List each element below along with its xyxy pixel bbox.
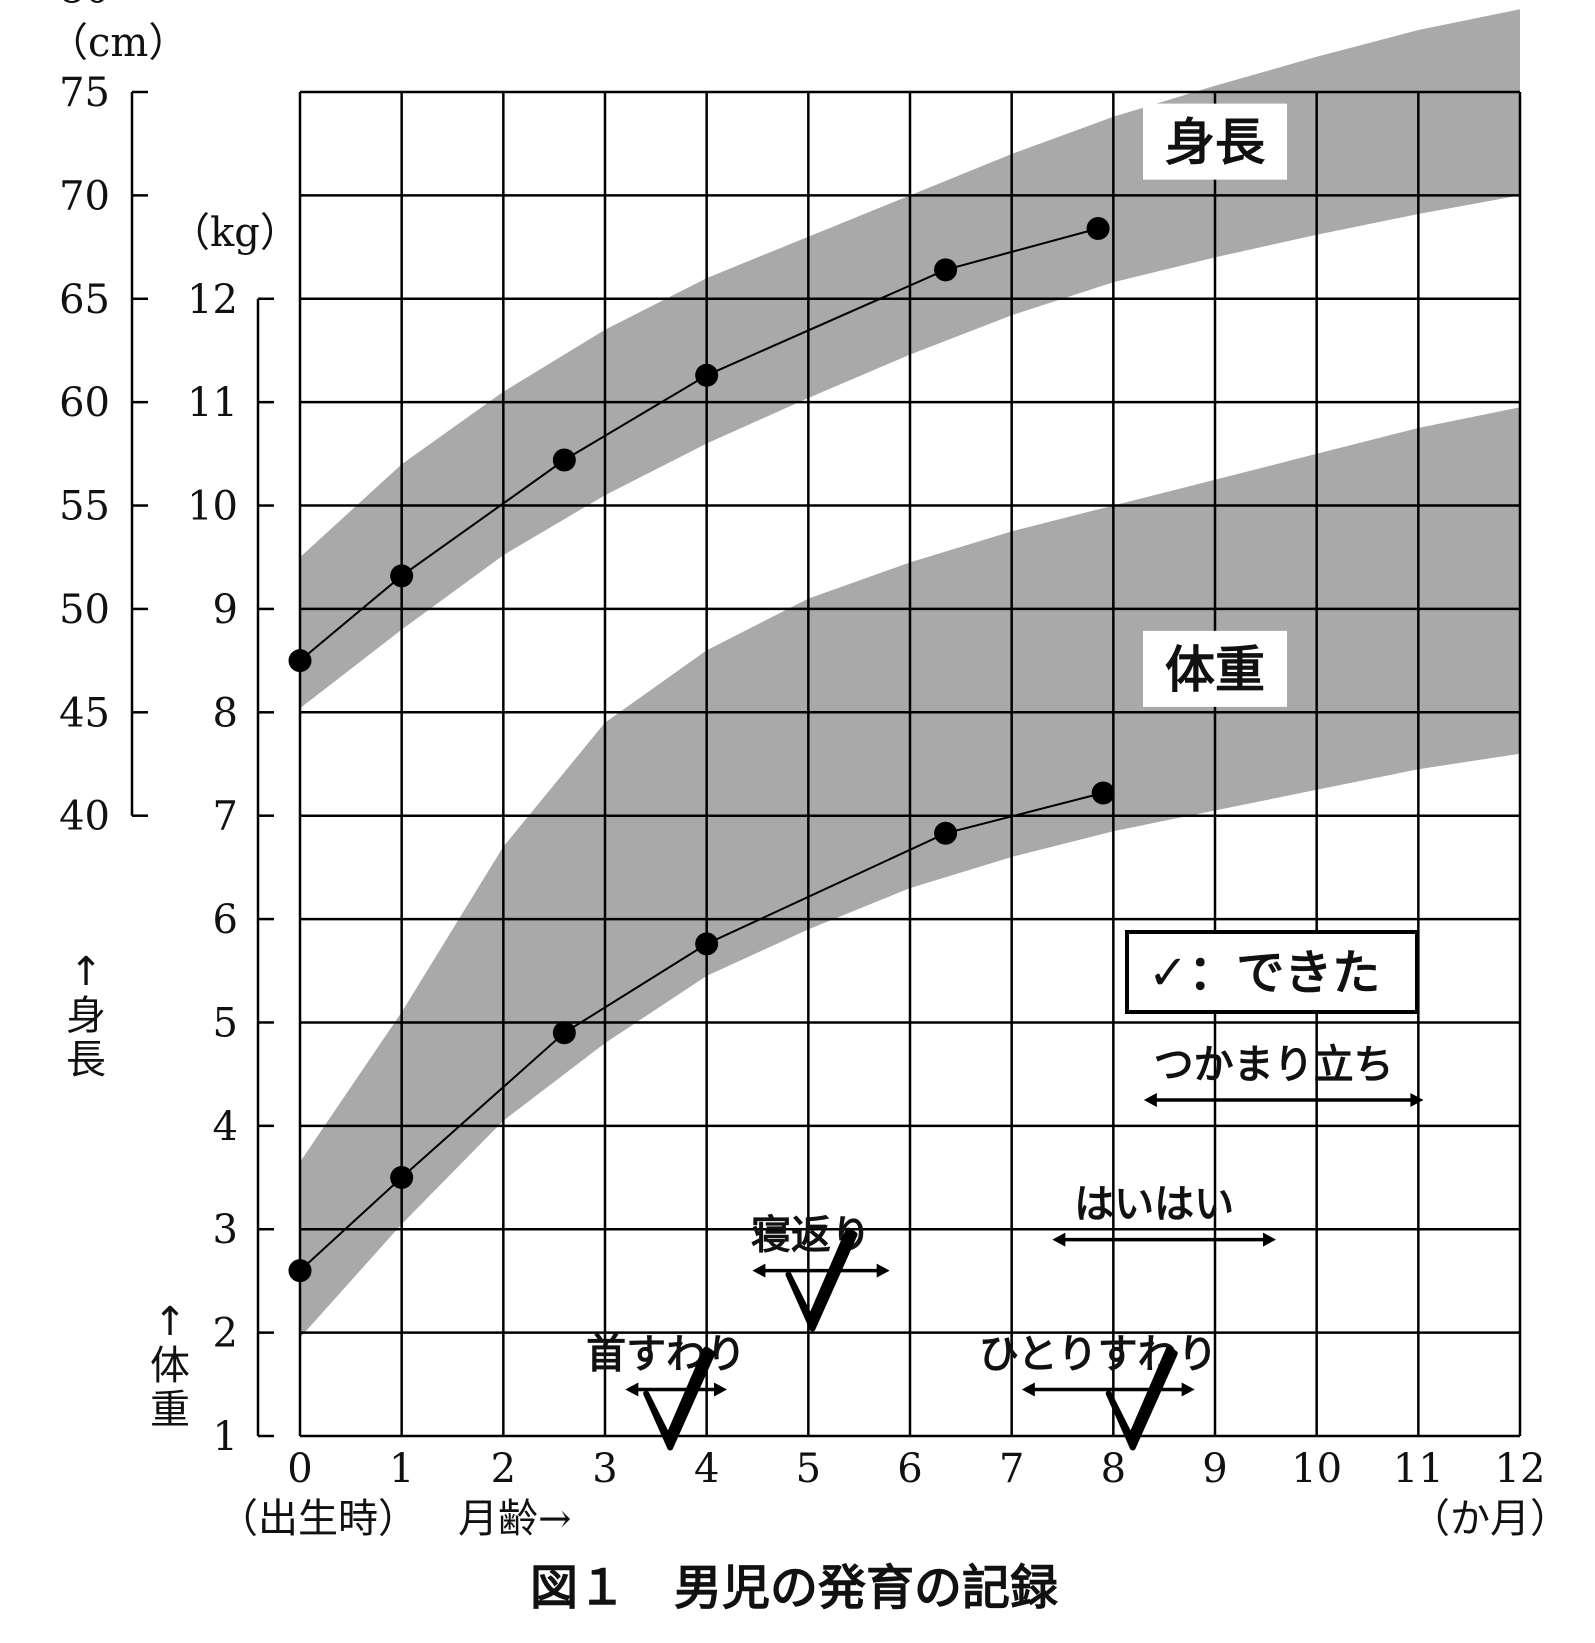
weight-tick-label: 7: [213, 794, 238, 840]
weight-unit: （kg）: [170, 210, 300, 256]
height-tick-label: 60: [59, 380, 110, 426]
weight-tick-label: 11: [187, 380, 238, 426]
arrow-head: [1021, 1382, 1035, 1397]
milestone: はいはい: [1052, 1182, 1276, 1247]
height-tick-label: 70: [59, 173, 110, 219]
band-label-box: [1143, 103, 1287, 180]
x-tick-label: 5: [796, 1446, 821, 1492]
weight-tick-label: 9: [213, 587, 238, 633]
height-tick-label: 55: [59, 484, 110, 530]
weight-axis-label-char: 重: [150, 1387, 190, 1433]
height-tick-label: 40: [59, 794, 110, 840]
x-tick-label: 3: [592, 1446, 617, 1492]
legend: ✓：できた: [1125, 930, 1419, 1014]
x-tick-label: 6: [897, 1446, 922, 1492]
x-tick-label: 12: [1495, 1446, 1546, 1492]
data-point-height: [934, 258, 958, 282]
arrow-head: [714, 1382, 727, 1397]
data-point-weight: [1091, 781, 1115, 805]
height-tick-label: 50: [59, 587, 110, 633]
height-axis-label-char: 身: [66, 993, 106, 1039]
data-point-height: [552, 448, 576, 472]
x-tick-label: 0: [287, 1446, 312, 1492]
data-point-weight: [552, 1021, 576, 1045]
birth-label: （出生時）: [218, 1496, 418, 1542]
weight-tick-label: 5: [213, 1000, 238, 1046]
arrow-head: [1052, 1232, 1066, 1247]
height-tick-label: 75: [59, 70, 110, 116]
weight-axis-label: ↑体重: [150, 1299, 190, 1433]
data-point-weight: [934, 821, 958, 845]
milestone: つかまり立ち: [1143, 1042, 1424, 1107]
weight-tick-label: 2: [213, 1311, 238, 1357]
arrow-head: [1410, 1093, 1424, 1107]
weight-tick-label: 4: [213, 1104, 238, 1150]
x-axis-label: 月齢→: [458, 1496, 572, 1542]
data-point-weight: [288, 1259, 312, 1283]
weight-axis-label-char: ↑: [153, 1299, 187, 1345]
weight-axis-label-char: 体: [150, 1343, 190, 1389]
arrow-head: [876, 1263, 890, 1278]
band-label: 身長: [1165, 114, 1266, 172]
arrow-head: [625, 1382, 639, 1397]
height-axis-label-char: ↑: [69, 949, 103, 995]
arrow-head: [752, 1263, 766, 1278]
milestone-label: はいはい: [1074, 1182, 1234, 1228]
x-tick-label: 8: [1101, 1446, 1126, 1492]
weight-tick-label: 10: [187, 484, 238, 530]
height-axis-label-char: 長: [66, 1037, 106, 1083]
x-tick-label: 9: [1202, 1446, 1227, 1492]
month-unit: （か月）: [1410, 1496, 1570, 1542]
grid-lines: [298, 90, 1522, 1438]
arrow-head: [1263, 1232, 1276, 1247]
x-tick-label: 7: [999, 1446, 1024, 1492]
milestone-label: つかまり立ち: [1154, 1042, 1394, 1088]
height-tick-label: 80: [59, 0, 110, 13]
weight-tick-label: 1: [213, 1414, 238, 1460]
weight-tick-label: 12: [187, 277, 238, 323]
x-tick-label: 10: [1291, 1446, 1342, 1492]
data-point-weight: [695, 932, 719, 956]
check-mark: [1105, 1346, 1178, 1451]
milestone: ひとりすわり: [979, 1331, 1218, 1451]
weight-tick-label: 3: [213, 1207, 238, 1253]
height-axis-label: ↑身長: [66, 949, 106, 1083]
height-tick-label: 65: [59, 277, 110, 323]
milestone-label: ひとりすわり: [979, 1331, 1218, 1377]
arrow-head: [1143, 1093, 1157, 1107]
height-unit: （cm）: [48, 20, 188, 66]
band-label-box: [1143, 630, 1287, 707]
milestone: 首すわり: [586, 1331, 746, 1451]
legend-text: ✓：できた: [1148, 945, 1380, 1001]
milestone-label: 首すわり: [586, 1331, 746, 1377]
x-tick-label: 4: [694, 1446, 719, 1492]
x-tick-label: 1: [389, 1446, 414, 1492]
band-label: 体重: [1165, 641, 1265, 699]
data-point-height: [695, 363, 719, 387]
data-series: [288, 216, 1115, 1283]
check-mark: [785, 1227, 858, 1332]
x-tick-label: 2: [491, 1446, 516, 1492]
chart-title: 図１ 男児の発育の記録: [530, 1560, 1059, 1616]
x-tick-label: 11: [1393, 1446, 1444, 1492]
check-mark: [643, 1346, 716, 1451]
data-point-height: [390, 564, 414, 588]
series-line-weight: [299, 791, 1104, 1272]
height-tick-label: 45: [59, 690, 110, 736]
milestone: 寝返り: [751, 1213, 890, 1332]
data-point-weight: [390, 1166, 414, 1190]
data-point-height: [1086, 216, 1110, 240]
data-point-height: [288, 649, 312, 673]
weight-tick-label: 8: [213, 690, 238, 736]
weight-tick-label: 6: [213, 897, 238, 943]
arrow-head: [1181, 1382, 1195, 1397]
axes: 4045505560657075801234567891011120123456…: [59, 0, 1545, 1492]
series-line-height: [299, 227, 1099, 662]
